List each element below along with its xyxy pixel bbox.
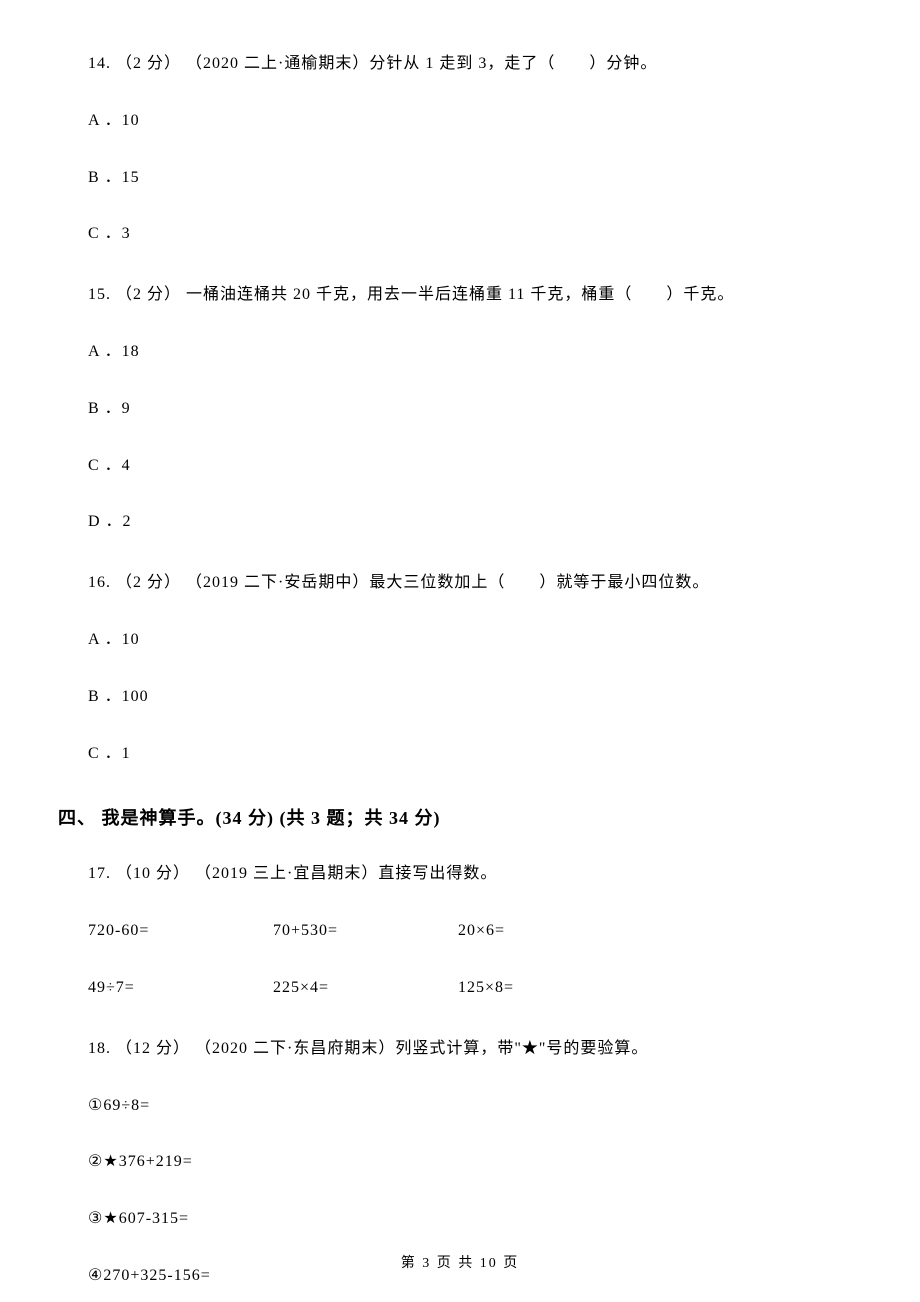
question-15-option-d: D ．2 (88, 508, 862, 537)
question-17-text: 17. （10 分） （2019 三上·宜昌期末）直接写出得数。 (88, 860, 862, 889)
calc-item-4: 49÷7= (88, 974, 268, 1003)
calc-item-6: 125×8= (458, 974, 638, 1003)
question-15: 15. （2 分） 一桶油连桶共 20 千克，用去一半后连桶重 11 千克，桶重… (58, 281, 862, 537)
question-18-item-3: ③★607-315= (88, 1205, 862, 1234)
question-15-option-a: A ．18 (88, 338, 862, 367)
question-16-text: 16. （2 分） （2019 二下·安岳期中）最大三位数加上（ ）就等于最小四… (88, 569, 862, 598)
question-15-option-c: C ．4 (88, 452, 862, 481)
section-4-title: 四、 我是神算手。(34 分) (共 3 题；共 34 分) (58, 804, 862, 830)
question-17: 17. （10 分） （2019 三上·宜昌期末）直接写出得数。 720-60=… (58, 860, 862, 1002)
question-15-option-b: B ．9 (88, 395, 862, 424)
question-16-option-a: A ．10 (88, 626, 862, 655)
calc-item-2: 70+530= (273, 917, 453, 946)
question-18-item-1: ①69÷8= (88, 1092, 862, 1121)
question-17-row2: 49÷7= 225×4= 125×8= (88, 974, 862, 1003)
calc-item-1: 720-60= (88, 917, 268, 946)
calc-item-3: 20×6= (458, 917, 638, 946)
question-16: 16. （2 分） （2019 二下·安岳期中）最大三位数加上（ ）就等于最小四… (58, 569, 862, 768)
question-14-text: 14. （2 分） （2020 二上·通榆期末）分针从 1 走到 3，走了（ ）… (88, 50, 862, 79)
question-14: 14. （2 分） （2020 二上·通榆期末）分针从 1 走到 3，走了（ ）… (58, 50, 862, 249)
question-18-item-2: ②★376+219= (88, 1148, 862, 1177)
question-15-text: 15. （2 分） 一桶油连桶共 20 千克，用去一半后连桶重 11 千克，桶重… (88, 281, 862, 310)
question-16-option-b: B ．100 (88, 683, 862, 712)
calc-item-5: 225×4= (273, 974, 453, 1003)
question-14-option-c: C ．3 (88, 220, 862, 249)
page-footer: 第 3 页 共 10 页 (0, 1252, 920, 1272)
question-14-option-a: A ．10 (88, 107, 862, 136)
question-14-option-b: B ．15 (88, 164, 862, 193)
question-18-text: 18. （12 分） （2020 二下·东昌府期末）列竖式计算，带"★"号的要验… (88, 1035, 862, 1064)
question-16-option-c: C ．1 (88, 740, 862, 769)
question-17-row1: 720-60= 70+530= 20×6= (88, 917, 862, 946)
